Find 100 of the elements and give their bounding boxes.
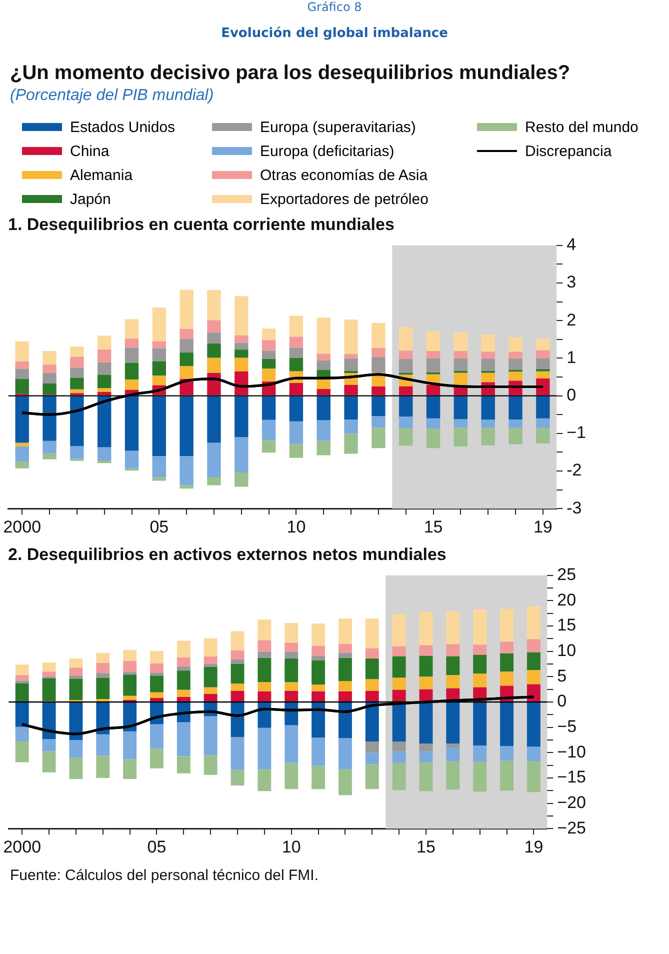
bar: [176, 640, 190, 658]
bar: [150, 748, 164, 768]
bar: [419, 645, 433, 656]
bar: [69, 758, 83, 779]
y-tick-label: −15: [557, 768, 586, 787]
bar: [508, 352, 522, 359]
bar: [123, 731, 137, 760]
bar: [96, 673, 110, 678]
bar: [207, 332, 221, 344]
legend-label: Discrepancia: [525, 142, 612, 160]
bar: [97, 374, 112, 388]
bar: [392, 762, 406, 790]
bar: [289, 336, 304, 348]
bar: [42, 383, 56, 395]
bar: [473, 674, 487, 688]
bar: [258, 702, 272, 728]
bar: [42, 738, 56, 752]
bar: [481, 428, 495, 446]
bar: [96, 652, 110, 664]
bar: [392, 751, 406, 763]
bar: [526, 746, 540, 762]
bar: [536, 418, 550, 428]
bar: [419, 612, 433, 646]
bar: [500, 672, 514, 686]
x-tick-label: 2000: [3, 837, 42, 856]
bar: [419, 751, 433, 762]
bar: [69, 668, 83, 676]
bar: [176, 756, 190, 774]
bar: [392, 742, 406, 752]
bar: [234, 358, 248, 372]
y-tick-label: 5: [557, 666, 567, 686]
bar: [419, 744, 433, 752]
y-tick-label: 25: [557, 565, 576, 584]
bar: [481, 419, 495, 428]
bar: [284, 642, 298, 652]
legend-label: Europa (superavitarias): [260, 118, 416, 136]
bar: [536, 350, 550, 358]
bar: [284, 690, 298, 702]
bar: [399, 358, 413, 373]
bar: [258, 691, 272, 702]
bar: [399, 396, 413, 416]
bar: [344, 396, 358, 420]
bar: [426, 384, 440, 396]
bar: [69, 702, 83, 740]
bar: [392, 646, 406, 656]
y-tick-label: −5: [557, 717, 577, 736]
bar: [42, 453, 56, 460]
bar: [234, 396, 248, 438]
bar: [176, 690, 190, 697]
y-tick-label: 10: [557, 641, 576, 660]
bar: [207, 396, 221, 443]
bar: [399, 350, 413, 359]
bar: [365, 658, 379, 680]
bar: [70, 446, 84, 459]
bar: [123, 660, 137, 672]
bar: [204, 667, 218, 688]
bar: [399, 416, 413, 428]
bar: [262, 328, 276, 340]
bar: [473, 702, 487, 746]
bar: [150, 724, 164, 749]
y-tick-label: 0: [566, 385, 576, 404]
bar: [338, 658, 352, 682]
bar: [150, 664, 164, 673]
chart-title: 2. Desequilibrios en activos externos netos mundiales: [8, 544, 446, 564]
bar: [481, 372, 495, 382]
bar: [372, 396, 386, 416]
bar: [454, 358, 468, 371]
bar: [365, 618, 379, 648]
bar: [338, 681, 352, 692]
bar: [180, 328, 194, 340]
bar: [344, 384, 358, 396]
bar: [258, 652, 272, 658]
y-tick-label: 20: [557, 590, 576, 610]
bar: [70, 356, 84, 368]
bar: [150, 650, 164, 664]
bar: [42, 440, 56, 454]
bar: [262, 440, 276, 453]
bar: [124, 450, 139, 468]
bar: [69, 676, 83, 679]
bar: [176, 670, 190, 690]
bar: [258, 619, 272, 640]
bar: [454, 419, 468, 428]
bar: [204, 694, 218, 702]
bar: [258, 728, 272, 770]
bar: [454, 427, 468, 447]
bar: [96, 663, 110, 674]
bar: [338, 691, 352, 702]
bar: [289, 358, 304, 372]
y-tick-label: 3: [566, 272, 576, 292]
bar: [69, 658, 83, 668]
bar: [312, 766, 326, 790]
bar: [454, 332, 468, 352]
bar: [42, 702, 56, 739]
bar: [284, 623, 298, 643]
legend-label: Europa (deficitarias): [260, 142, 394, 160]
bar: [230, 650, 244, 660]
bar: [258, 769, 272, 792]
bar: [70, 368, 84, 378]
bar: [372, 416, 386, 428]
bar: [500, 760, 514, 791]
